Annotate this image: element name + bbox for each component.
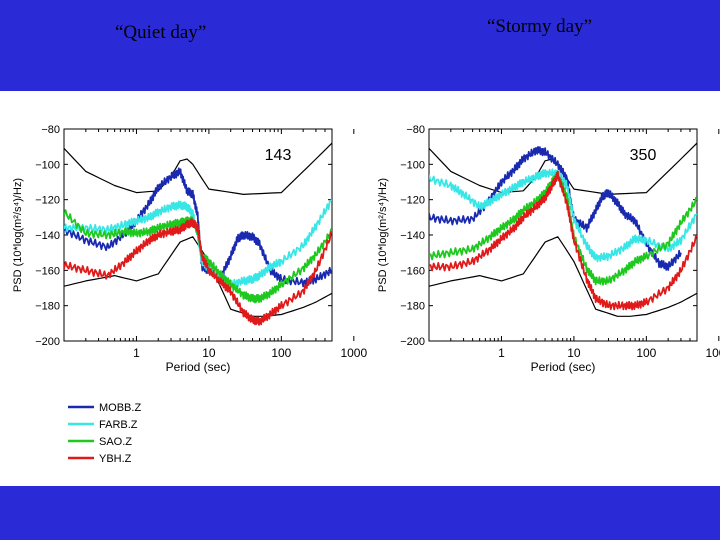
y-tick-label: −120 xyxy=(35,195,60,207)
x-tick-label: 100 xyxy=(271,346,291,360)
stormy-day-title: “Stormy day” xyxy=(487,16,593,37)
y-tick-label: −160 xyxy=(35,265,60,277)
legend: MOBB.Z FARB.Z SAO.Z YBH.Z xyxy=(68,402,141,465)
x-tick-label: 100 xyxy=(636,346,656,360)
x-tick-label: 1000 xyxy=(340,346,367,360)
plot-frame xyxy=(428,128,698,342)
y-tick-label: −140 xyxy=(400,230,425,242)
series-nlnm xyxy=(64,236,332,317)
legend-label: MOBB.Z xyxy=(99,402,141,414)
station-count-label: 350 xyxy=(630,147,657,164)
y-tick-label: −120 xyxy=(400,195,425,207)
y-tick-label: −100 xyxy=(35,159,60,171)
series-farb-z xyxy=(429,168,697,263)
y-tick-label: −100 xyxy=(400,159,425,171)
y-tick-label: −140 xyxy=(35,230,60,242)
x-tick-label: 1 xyxy=(133,346,140,360)
x-axis-label: Period (sec) xyxy=(166,360,231,374)
station-count-label: 143 xyxy=(265,147,292,164)
y-tick-label: −180 xyxy=(400,301,425,313)
chart-1: −80 −100 −120 −140 −160 −180 −200 1 10 100 1000 Per… xyxy=(377,124,720,374)
figure-panel: −80 −100 −120 −140 −160 −180 −200 1 10 100 1000 Per… xyxy=(0,91,720,486)
y-tick-label: −80 xyxy=(41,124,60,136)
y-tick-label: −180 xyxy=(35,301,60,313)
x-tick-label: 10 xyxy=(202,346,216,360)
series-ybh-z xyxy=(64,218,332,326)
series-group xyxy=(64,142,332,326)
series-nlnm xyxy=(429,236,697,317)
y-tick-label: −200 xyxy=(400,336,425,348)
series-nhnm xyxy=(64,142,332,195)
legend-label: YBH.Z xyxy=(99,453,132,465)
y-tick-label: −160 xyxy=(400,265,425,277)
legend-label: SAO.Z xyxy=(99,436,132,448)
y-axis-label: PSD (10*log(m²/s⁴)/Hz) xyxy=(12,178,24,292)
psd-figure: −80 −100 −120 −140 −160 −180 −200 1 10 100 1000 Per… xyxy=(12,124,720,465)
x-tick-label: 1 xyxy=(498,346,505,360)
x-tick-label: 10 xyxy=(567,346,581,360)
y-tick-label: −200 xyxy=(35,336,60,348)
x-axis-label: Period (sec) xyxy=(531,360,596,374)
legend-label: FARB.Z xyxy=(99,419,138,431)
y-tick-label: −80 xyxy=(406,124,425,136)
x-tick-label: 1000 xyxy=(705,346,720,360)
quiet-day-title: “Quiet day” xyxy=(115,22,207,43)
series-group xyxy=(429,142,697,317)
series-ybh-z xyxy=(429,170,697,311)
chart-0: −80 −100 −120 −140 −160 −180 −200 1 10 100 1000 Per… xyxy=(12,124,367,465)
y-axis-label: PSD (10*log(m²/s⁴)/Hz) xyxy=(377,178,389,292)
